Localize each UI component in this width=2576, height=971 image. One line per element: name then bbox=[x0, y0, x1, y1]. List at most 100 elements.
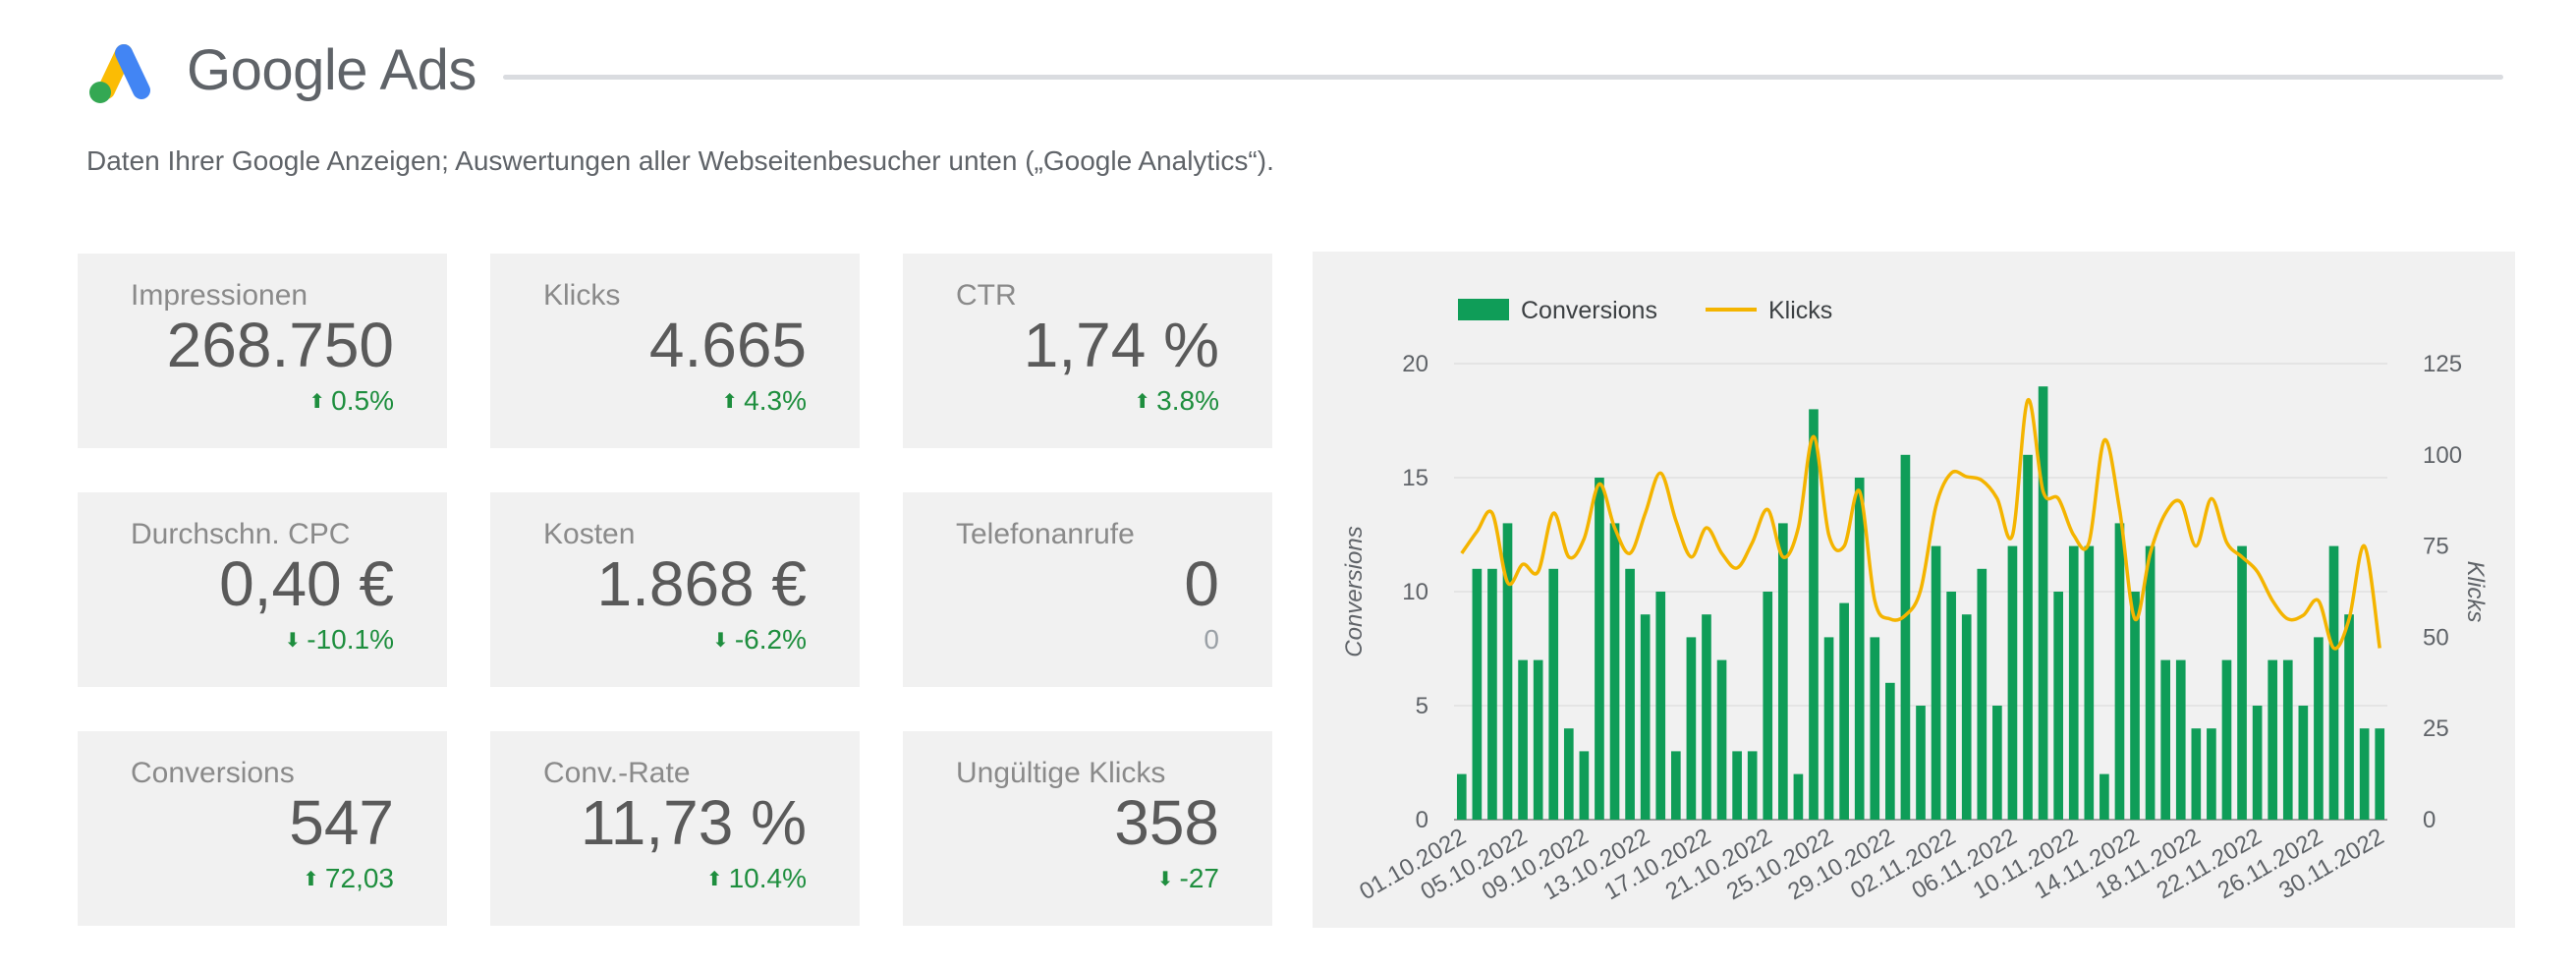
conversions-bar bbox=[1992, 706, 2002, 820]
trend-up-icon: ⬆ bbox=[1134, 391, 1151, 413]
conversions-bar bbox=[1609, 523, 1620, 820]
klicks-line bbox=[1460, 398, 2381, 651]
left-axis-tick-label: 5 bbox=[1416, 693, 1428, 719]
conversions-bar bbox=[1655, 592, 1666, 820]
right-axis-tick-label: 125 bbox=[2423, 351, 2462, 377]
scorecard-value: 4.665 bbox=[648, 310, 807, 380]
conversions-bar bbox=[2145, 545, 2156, 820]
conversions-bar bbox=[2191, 728, 2202, 820]
scorecard-value: 358 bbox=[1114, 787, 1219, 858]
conversions-bar bbox=[1670, 751, 1681, 820]
scorecard-delta-value: 4.3% bbox=[744, 385, 807, 416]
conversions-bar bbox=[1946, 592, 1956, 820]
scorecard-delta-value: 3.8% bbox=[1156, 385, 1219, 416]
conversions-bar bbox=[1702, 614, 1711, 820]
conversions-bar bbox=[1518, 659, 1528, 820]
conversions-bar bbox=[1809, 409, 1819, 820]
conversions-bar bbox=[2252, 706, 2263, 820]
conversions-bar bbox=[2100, 773, 2109, 820]
conversions-bar bbox=[1456, 773, 1467, 820]
scorecard-label: Telefonanrufe bbox=[956, 518, 1135, 550]
scorecard-delta: ⬆ 72,03 bbox=[303, 863, 394, 894]
google-ads-logo bbox=[89, 44, 150, 103]
scorecard: Conversions 547 ⬆ 72,03 bbox=[78, 731, 447, 926]
conversions-bar bbox=[2237, 545, 2247, 820]
scorecard: Durchschn. CPC 0,40 € ⬇ -10.1% bbox=[78, 492, 447, 687]
conversions-bar bbox=[1763, 592, 1773, 820]
conversions-bar bbox=[1579, 751, 1590, 820]
conversions-bar bbox=[1487, 568, 1497, 820]
scorecard: Klicks 4.665 ⬆ 4.3% bbox=[490, 254, 860, 448]
conversions-bar bbox=[2328, 545, 2339, 820]
conversions-bar bbox=[2375, 728, 2385, 820]
scorecard: Conv.-Rate 11,73 % ⬆ 10.4% bbox=[490, 731, 860, 926]
scorecard-value: 1,74 % bbox=[1023, 310, 1219, 380]
scorecard-label: Durchschn. CPC bbox=[131, 518, 351, 550]
scorecard-label: Kosten bbox=[543, 518, 636, 550]
right-axis: 0 25 50 75 100 125 Klicks bbox=[2423, 351, 2489, 833]
left-axis-tick-label: 0 bbox=[1416, 807, 1428, 833]
conversions-bar bbox=[1870, 637, 1880, 820]
scorecard-value: 268.750 bbox=[166, 310, 394, 380]
conversions-bar bbox=[1640, 614, 1651, 820]
conversions-bar bbox=[2114, 523, 2125, 820]
scorecard-delta: 0 bbox=[1204, 624, 1219, 656]
conversions-bar bbox=[1931, 545, 1941, 820]
conversions-bar bbox=[1961, 614, 1972, 820]
scorecard: Impressionen 268.750 ⬆ 0.5% bbox=[78, 254, 447, 448]
conversions-bar bbox=[1916, 706, 1926, 820]
conversions-bar bbox=[2344, 614, 2354, 820]
scorecard-value: 11,73 % bbox=[580, 787, 807, 858]
legend-conversions-label: Conversions bbox=[1521, 297, 1657, 324]
trend-down-icon: ⬇ bbox=[284, 630, 302, 652]
conversions-bar bbox=[1839, 602, 1849, 820]
scorecard-delta: ⬆ 3.8% bbox=[1134, 385, 1219, 417]
scorecard-delta: ⬇ -6.2% bbox=[712, 624, 807, 656]
conversions-bar bbox=[1854, 478, 1865, 820]
conversions-bar bbox=[2268, 659, 2278, 820]
scorecard-delta: ⬆ 4.3% bbox=[721, 385, 807, 417]
chart-legend: Conversions Klicks bbox=[1458, 297, 1832, 324]
left-axis-title: Conversions bbox=[1341, 526, 1368, 657]
x-axis: 01.10.202205.10.202209.10.202213.10.2022… bbox=[1355, 824, 2388, 905]
scorecard-delta: ⬇ -10.1% bbox=[285, 624, 394, 656]
scorecard-label: CTR bbox=[956, 279, 1017, 312]
conversions-bar bbox=[1595, 478, 1604, 820]
left-axis-tick-label: 15 bbox=[1402, 465, 1428, 491]
scorecard: Ungültige Klicks 358 ⬇ -27 bbox=[903, 731, 1272, 926]
conversions-clicks-chart: 0 5 10 15 20 Conversions 0 25 50 75 100 125 Klicks 01… bbox=[1313, 252, 2515, 928]
conversions-bar bbox=[2007, 545, 2018, 820]
conversions-bar bbox=[1533, 659, 1543, 820]
conversions-bar bbox=[1563, 728, 1574, 820]
trend-down-icon: ⬇ bbox=[712, 630, 729, 652]
scorecard-value: 0 bbox=[1184, 548, 1219, 619]
conversions-bar bbox=[1732, 751, 1742, 820]
scorecard-delta-value: -27 bbox=[1179, 863, 1219, 893]
scorecard-label: Conv.-Rate bbox=[543, 757, 691, 789]
right-axis-title: Klicks bbox=[2462, 561, 2489, 623]
trend-up-icon: ⬆ bbox=[705, 869, 723, 890]
conversions-bar bbox=[1823, 637, 1834, 820]
header: Google Ads bbox=[86, 35, 2503, 124]
conversions-bar bbox=[1793, 773, 1804, 820]
trend-down-icon: ⬇ bbox=[1156, 869, 1174, 890]
scorecard-delta: ⬆ 10.4% bbox=[706, 863, 807, 894]
scorecard: Telefonanrufe 0 0 bbox=[903, 492, 1272, 687]
chart-svg: 0 5 10 15 20 Conversions 0 25 50 75 100 125 Klicks 01… bbox=[1341, 297, 2489, 905]
scorecard-label: Ungültige Klicks bbox=[956, 757, 1166, 789]
conversions-bar bbox=[2221, 659, 2232, 820]
conversions-bar bbox=[1625, 568, 1635, 820]
conversions-bar bbox=[2282, 659, 2293, 820]
logo-green-dot bbox=[89, 82, 111, 103]
right-axis-tick-label: 50 bbox=[2423, 624, 2449, 651]
scorecard-delta: ⬆ 0.5% bbox=[308, 385, 394, 417]
scorecard-value: 547 bbox=[289, 787, 394, 858]
trend-up-icon: ⬆ bbox=[721, 391, 739, 413]
scorecard-delta: ⬇ -27 bbox=[1157, 863, 1219, 894]
brand-title: Google Ads bbox=[187, 38, 476, 102]
conversions-bar bbox=[2084, 545, 2095, 820]
conversions-bar bbox=[2068, 545, 2079, 820]
scorecard-value: 1.868 € bbox=[596, 548, 807, 619]
conversions-bar bbox=[2160, 659, 2171, 820]
conversions-bar bbox=[2298, 706, 2309, 820]
